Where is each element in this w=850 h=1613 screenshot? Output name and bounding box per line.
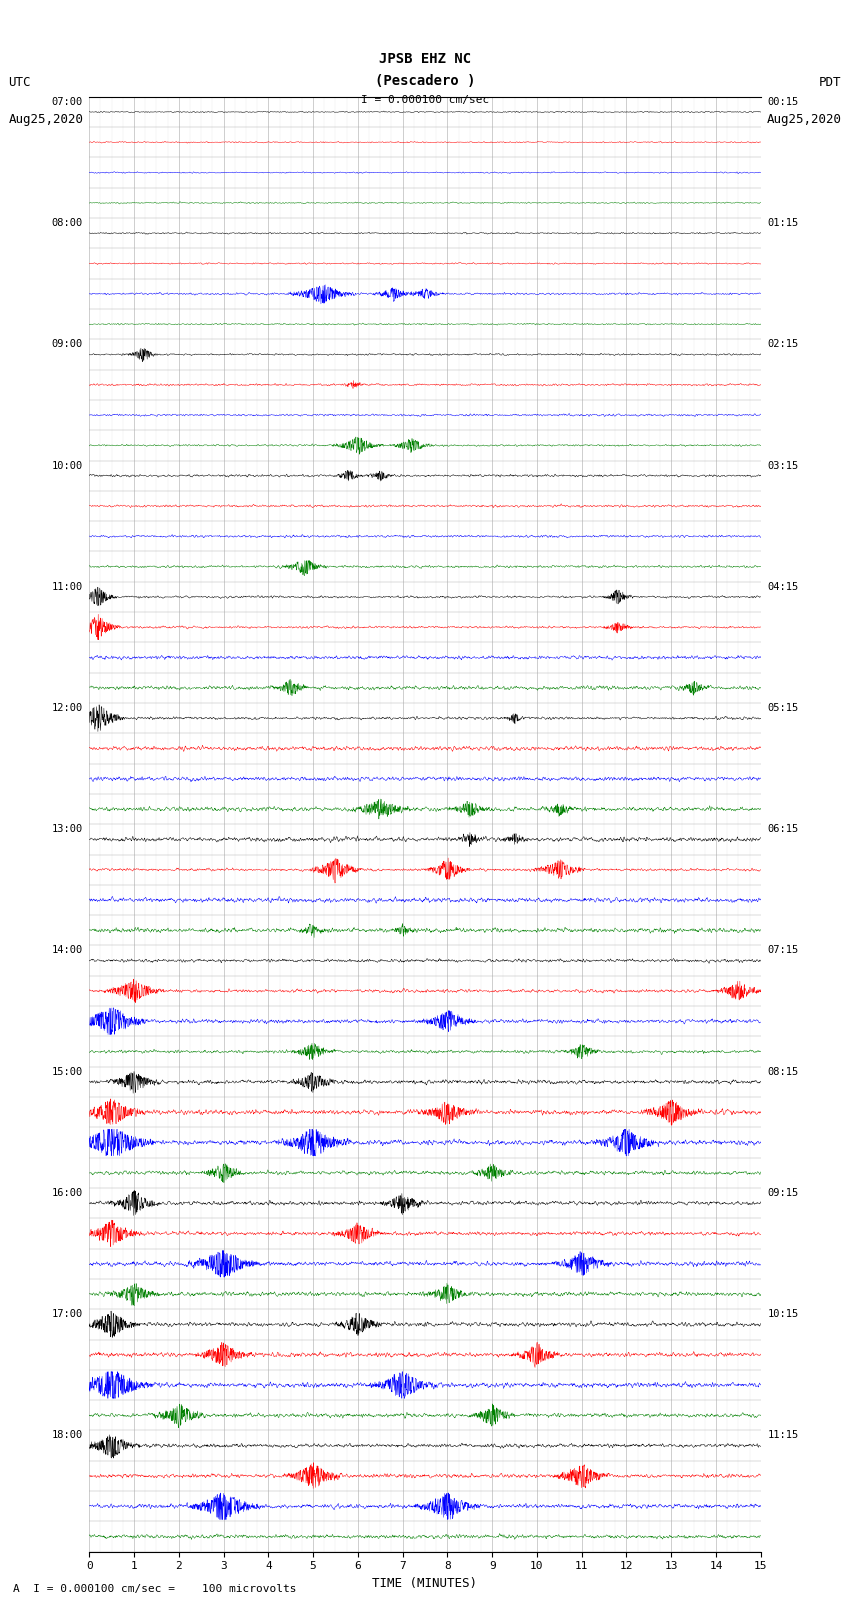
Text: 08:15: 08:15 [768, 1066, 799, 1077]
Text: 04:15: 04:15 [768, 582, 799, 592]
Text: PDT: PDT [819, 76, 842, 89]
Text: Aug25,2020: Aug25,2020 [767, 113, 842, 126]
Text: 02:15: 02:15 [768, 339, 799, 350]
Text: 11:15: 11:15 [768, 1431, 799, 1440]
Text: 16:00: 16:00 [51, 1187, 82, 1198]
Text: Aug25,2020: Aug25,2020 [8, 113, 83, 126]
Text: 07:15: 07:15 [768, 945, 799, 955]
X-axis label: TIME (MINUTES): TIME (MINUTES) [372, 1578, 478, 1590]
Text: 09:00: 09:00 [51, 339, 82, 350]
Text: JPSB EHZ NC: JPSB EHZ NC [379, 52, 471, 66]
Text: 11:00: 11:00 [51, 582, 82, 592]
Text: 10:00: 10:00 [51, 461, 82, 471]
Text: 12:00: 12:00 [51, 703, 82, 713]
Text: 01:15: 01:15 [768, 218, 799, 227]
Text: (Pescadero ): (Pescadero ) [375, 74, 475, 89]
Text: 05:15: 05:15 [768, 703, 799, 713]
Text: 10:15: 10:15 [768, 1310, 799, 1319]
Text: I = 0.000100 cm/sec: I = 0.000100 cm/sec [361, 95, 489, 105]
Text: 03:15: 03:15 [768, 461, 799, 471]
Text: 09:15: 09:15 [768, 1187, 799, 1198]
Text: 18:00: 18:00 [51, 1431, 82, 1440]
Text: 07:00: 07:00 [51, 97, 82, 106]
Text: 08:00: 08:00 [51, 218, 82, 227]
Text: 14:00: 14:00 [51, 945, 82, 955]
Text: 13:00: 13:00 [51, 824, 82, 834]
Text: 00:15: 00:15 [768, 97, 799, 106]
Text: UTC: UTC [8, 76, 31, 89]
Text: A  I = 0.000100 cm/sec =    100 microvolts: A I = 0.000100 cm/sec = 100 microvolts [13, 1584, 297, 1594]
Text: 06:15: 06:15 [768, 824, 799, 834]
Text: 15:00: 15:00 [51, 1066, 82, 1077]
Text: 17:00: 17:00 [51, 1310, 82, 1319]
